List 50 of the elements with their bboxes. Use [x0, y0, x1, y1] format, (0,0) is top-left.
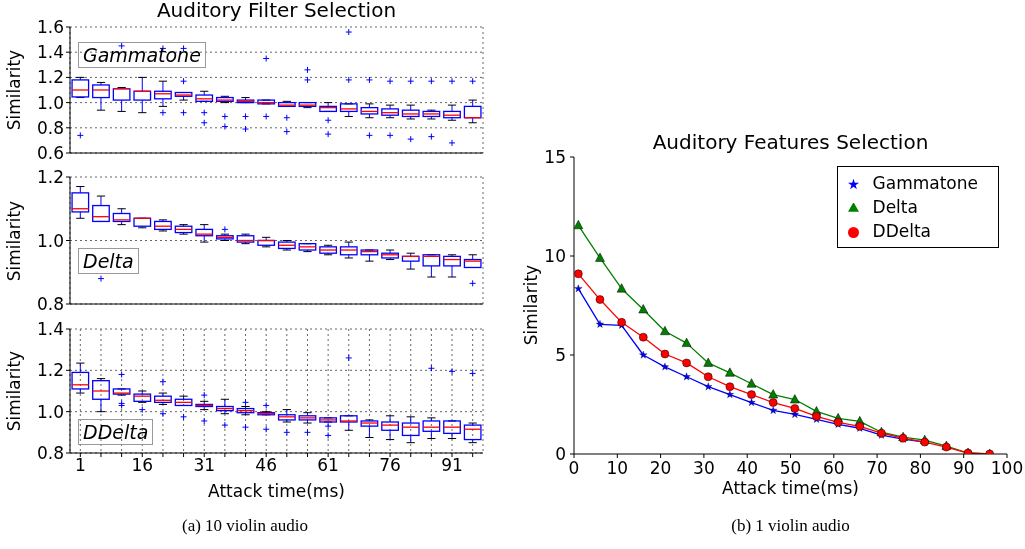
- x-tick-label: 31: [193, 455, 216, 476]
- y-tick-label: 10: [544, 246, 566, 266]
- x-tick-label: 0: [568, 458, 580, 478]
- x-tick-label: 90: [952, 458, 975, 478]
- x-tick-label: 100: [990, 458, 1024, 478]
- y-axis-title: Similarity: [521, 263, 542, 348]
- y-tick-label: 15: [544, 147, 566, 167]
- y-tick-label: 0.6: [36, 143, 64, 164]
- y-tick-label: 1.0: [36, 92, 64, 113]
- x-tick-label: 16: [131, 455, 154, 476]
- x-tick-label: 50: [779, 458, 802, 478]
- y-tick-label: 1.2: [36, 67, 64, 88]
- annotation: Delta: [78, 248, 139, 274]
- x-tick-label: 76: [379, 455, 401, 476]
- x-tick-label: 1: [74, 455, 86, 476]
- x-tick-label: 40: [736, 458, 759, 478]
- annotation: Gammatone: [78, 42, 206, 68]
- x-tick-label: 91: [441, 455, 463, 476]
- x-tick-label: 10: [606, 458, 629, 478]
- y-tick-label: 5: [555, 345, 566, 365]
- x-tick-label: 60: [822, 458, 845, 478]
- y-tick-label: 1.2: [36, 360, 64, 381]
- x-tick-label: 46: [255, 455, 277, 476]
- x-tick-label: 30: [693, 458, 715, 478]
- y-tick-label: 1.2: [36, 167, 64, 188]
- y-tick-label: 0.8: [36, 294, 64, 315]
- y-axis-title: Similarity: [4, 199, 25, 283]
- y-tick-label: 1.0: [36, 230, 64, 251]
- annotation: DDelta: [78, 419, 154, 445]
- legend-label: Delta: [872, 197, 918, 217]
- y-tick-label: 1.6: [36, 17, 64, 38]
- y-tick-label: 1.4: [36, 319, 64, 340]
- y-tick-label: 0.8: [36, 443, 64, 464]
- text: (a) 10 violin audio: [180, 516, 310, 536]
- x-tick-label: 70: [866, 458, 888, 478]
- chart-title: Auditory Filter Selection: [155, 0, 398, 22]
- y-axis-title: Similarity: [4, 48, 25, 133]
- x-tick-label: 20: [649, 458, 672, 478]
- legend-label: DDelta: [872, 221, 932, 241]
- x-tick-label: 61: [317, 455, 339, 476]
- y-tick-label: 0.8: [36, 117, 64, 138]
- chart-title: Auditory Features Selection: [651, 130, 930, 154]
- x-tick-label: 80: [909, 458, 932, 478]
- text: (b) 1 violin audio: [730, 516, 851, 536]
- x-axis-title: Attack time(ms): [721, 478, 860, 498]
- y-tick-label: 1.4: [36, 42, 64, 63]
- legend-label: Gammatone: [872, 173, 978, 193]
- y-axis-title: Similarity: [4, 349, 25, 434]
- y-tick-label: 1.0: [36, 401, 64, 422]
- x-axis-title: Attack time(ms): [208, 481, 345, 501]
